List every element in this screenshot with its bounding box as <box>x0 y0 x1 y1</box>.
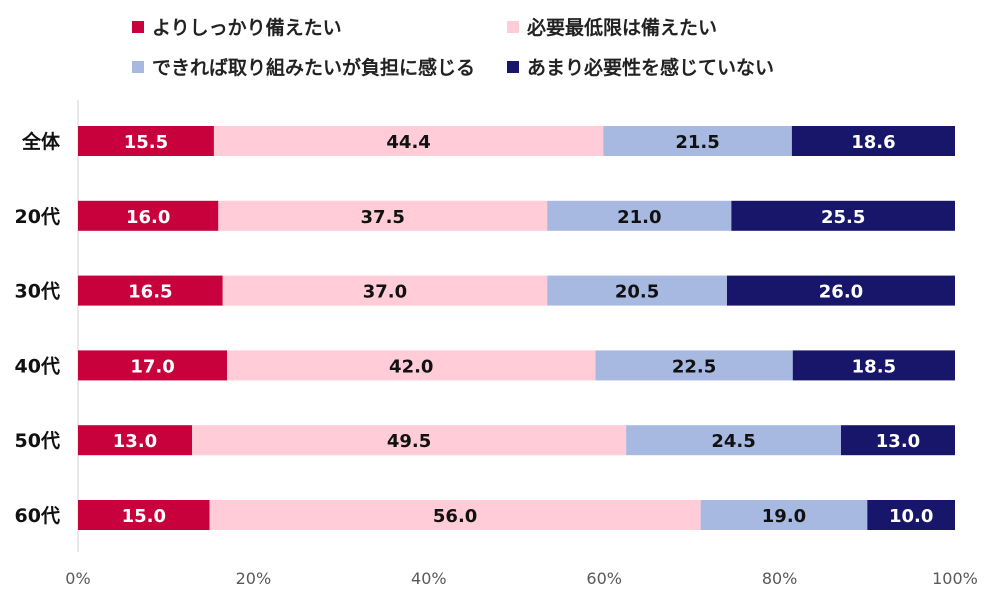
legend-item-1: よりしっかり備えたい <box>132 13 342 40</box>
legend-item-2: 必要最低限は備えたい <box>507 13 717 40</box>
data-label: 25.5 <box>821 207 865 228</box>
data-label: 22.5 <box>672 356 716 377</box>
legend-swatch-3 <box>132 60 144 73</box>
bar-segment <box>791 126 955 156</box>
legend-label-4: あまり必要性を感じていない <box>527 57 775 79</box>
bar-segment <box>731 200 955 231</box>
bar-segment <box>213 126 604 156</box>
x-tick-label: 60% <box>586 569 622 588</box>
data-label: 42.0 <box>389 356 433 377</box>
legend-label-2: 必要最低限は備えたい <box>527 17 718 39</box>
bar-segment <box>547 200 732 231</box>
data-label: 21.5 <box>675 132 719 153</box>
data-label: 18.6 <box>851 132 895 153</box>
data-label: 16.5 <box>128 282 172 303</box>
legend-swatch-1 <box>132 20 144 33</box>
bar-segment <box>700 500 868 530</box>
data-label: 26.0 <box>819 282 863 303</box>
bar-segment <box>218 200 548 231</box>
bar-segment <box>227 350 596 381</box>
data-label: 24.5 <box>711 431 755 452</box>
bar-segment <box>626 425 841 456</box>
data-label: 49.5 <box>387 431 431 452</box>
data-label: 15.0 <box>122 506 166 527</box>
data-label: 37.5 <box>361 207 405 228</box>
bar-segment <box>792 350 955 381</box>
data-label: 10.0 <box>889 506 933 527</box>
data-label: 13.0 <box>113 431 157 452</box>
category-label: 50代 <box>15 430 60 452</box>
bar-segment <box>209 500 701 530</box>
category-label: 60代 <box>15 505 60 527</box>
legend-label-3: できれば取り組みたいが負担に感じる <box>152 57 476 79</box>
data-label: 44.4 <box>386 132 430 153</box>
legend-item-3: できれば取り組みたいが負担に感じる <box>132 53 475 80</box>
x-tick-label: 40% <box>411 569 447 588</box>
bar-segment <box>78 126 214 156</box>
data-label: 19.0 <box>762 506 806 527</box>
category-label: 40代 <box>15 355 60 377</box>
data-label: 21.0 <box>617 207 661 228</box>
bar-segment <box>603 126 792 156</box>
legend-swatch-2 <box>507 20 519 33</box>
data-label: 15.5 <box>124 132 168 153</box>
category-label: 20代 <box>15 206 60 228</box>
bar-segment <box>867 500 955 530</box>
bar-segment <box>595 350 793 381</box>
data-label: 18.5 <box>852 356 896 377</box>
bar-segment <box>192 425 627 456</box>
data-label: 16.0 <box>126 207 170 228</box>
x-tick-label: 0% <box>65 569 90 588</box>
data-label: 13.0 <box>876 431 920 452</box>
data-label: 17.0 <box>130 356 174 377</box>
legend-item-4: あまり必要性を感じていない <box>507 53 774 80</box>
bar-segment <box>222 275 548 306</box>
x-tick-label: 100% <box>932 569 978 588</box>
data-label: 37.0 <box>363 282 407 303</box>
category-label: 30代 <box>15 281 60 303</box>
bar-segment <box>78 350 228 381</box>
x-tick-label: 80% <box>762 569 798 588</box>
bar-segment <box>726 275 955 306</box>
bar-segment <box>78 425 193 456</box>
bar-segment <box>78 500 210 530</box>
bar-segment <box>78 275 223 306</box>
data-label: 56.0 <box>433 506 477 527</box>
legend: よりしっかり備えたい 必要最低限は備えたい できれば取り組みたいが負担に感じる … <box>0 0 1002 90</box>
legend-swatch-4 <box>507 60 519 73</box>
data-label: 20.5 <box>615 282 659 303</box>
legend-label-1: よりしっかり備えたい <box>152 17 342 39</box>
x-tick-label: 20% <box>236 569 272 588</box>
bar-segment <box>840 425 955 456</box>
bar-segment <box>547 275 727 306</box>
category-label: 全体 <box>21 130 61 153</box>
bar-segment <box>78 200 219 231</box>
